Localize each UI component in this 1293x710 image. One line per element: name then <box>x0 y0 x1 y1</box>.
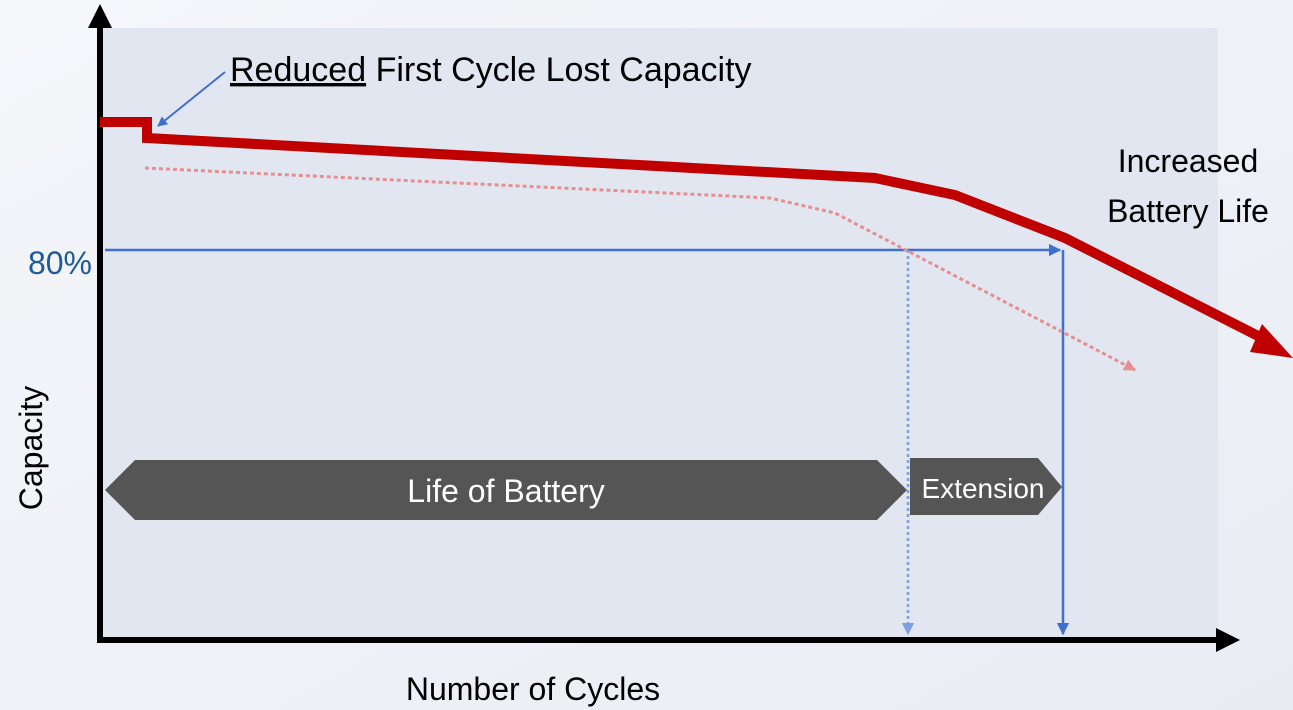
y-axis-arrow <box>88 4 112 28</box>
life-span <box>105 460 907 520</box>
annotation: Reduced First Cycle Lost Capacity <box>230 51 752 89</box>
annotation-text: First Cycle Lost Capacity <box>376 51 752 89</box>
improved-curve-arrow <box>1250 324 1293 358</box>
plot-area <box>100 28 1218 640</box>
annotation-emphasis: Reduced <box>230 51 366 89</box>
x-axis-arrow <box>1216 628 1240 652</box>
extension-span <box>910 458 1062 515</box>
extension-label: Extension <box>922 473 1045 504</box>
baseline-curve <box>144 166 1137 372</box>
x-axis-label: Number of Cycles <box>406 671 660 707</box>
outcome-line-1: Increased <box>1118 143 1259 179</box>
improved-curve <box>100 117 1273 347</box>
callout-arrow <box>157 71 226 127</box>
life-label: Life of Battery <box>407 473 604 509</box>
y-axis-label: Capacity <box>13 386 49 511</box>
outcome-line-2: Battery Life <box>1107 193 1269 229</box>
threshold-label: 80% <box>28 245 92 281</box>
